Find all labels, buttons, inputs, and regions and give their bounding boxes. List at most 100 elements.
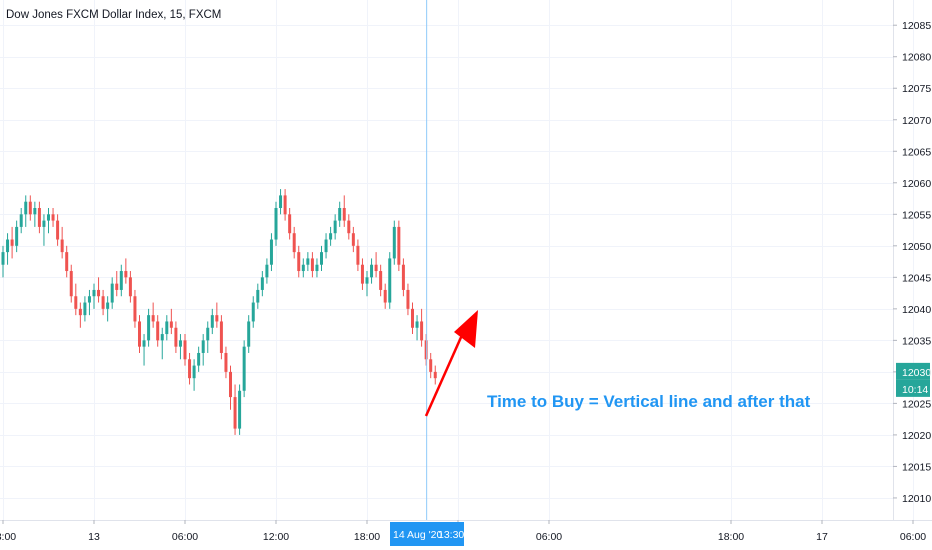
bar-countdown: 10:14 <box>902 384 928 396</box>
candle-80 <box>365 271 369 297</box>
price-axis[interactable]: 12010 12015 12020 12025 12030 12035 12040 12045… <box>893 20 931 505</box>
candle-75 <box>342 195 346 227</box>
candle-8 <box>37 201 41 234</box>
candle-54 <box>247 315 251 353</box>
last-price-badge: 12030 10:14 <box>896 362 931 397</box>
candle-73 <box>333 214 337 240</box>
crosshair-time: 13:30 <box>438 529 464 541</box>
price-tick-label-14: 12080 <box>902 52 931 64</box>
candle-13 <box>60 226 64 259</box>
time-tick-label-9: 06:00 <box>900 531 926 543</box>
time-tick-label-8: 17 <box>816 531 828 543</box>
candle-70 <box>320 245 323 272</box>
candle-15 <box>69 264 73 303</box>
candle-66 <box>301 258 305 278</box>
candle-34 <box>156 315 160 347</box>
candle-50 <box>229 365 232 410</box>
candle-45 <box>206 321 210 353</box>
annotation-text: Time to Buy = Vertical line and after th… <box>487 392 811 411</box>
candle-9 <box>42 214 46 246</box>
candle-10 <box>47 208 50 234</box>
candle-53 <box>242 340 246 398</box>
candle-67 <box>306 252 310 272</box>
candle-12 <box>56 214 60 246</box>
candle-33 <box>151 302 155 328</box>
red-arrow-annotation <box>424 310 478 417</box>
chart-title: Dow Jones FXCM Dollar Index, 15, FXCM <box>6 9 222 21</box>
candle-65 <box>297 245 301 278</box>
candle-46 <box>210 308 214 335</box>
time-tick-label-4: 18:00 <box>354 531 380 543</box>
candle-82 <box>374 252 378 278</box>
candle-38 <box>174 321 178 353</box>
candle-90 <box>411 302 414 335</box>
candle-32 <box>147 308 151 347</box>
arrow-head <box>454 310 478 348</box>
candle-77 <box>351 226 355 253</box>
time-axis[interactable]: 18:001306:0012:0018:001406:0018:001706:0… <box>0 520 932 543</box>
candle-30 <box>138 315 141 353</box>
price-tick-label-9: 12055 <box>902 209 931 221</box>
candle-6 <box>28 195 32 221</box>
candle-60 <box>274 201 278 246</box>
candle-18 <box>83 296 87 322</box>
price-tick-label-8: 12050 <box>902 241 931 253</box>
candle-39 <box>178 334 182 360</box>
candle-56 <box>256 283 260 309</box>
candle-95 <box>433 365 437 385</box>
candle-63 <box>288 208 292 240</box>
candle-88 <box>401 258 405 297</box>
candle-16 <box>74 283 78 316</box>
candle-14 <box>65 245 69 278</box>
candle-20 <box>92 283 96 309</box>
candle-26 <box>119 264 123 297</box>
candles <box>1 189 437 435</box>
candle-48 <box>219 315 223 360</box>
price-tick-label-3: 12025 <box>902 398 931 410</box>
candle-24 <box>110 277 114 309</box>
arrow-shaft <box>424 325 468 417</box>
candle-19 <box>87 289 91 316</box>
candle-55 <box>251 296 255 328</box>
candle-81 <box>370 258 374 284</box>
candle-64 <box>292 226 296 259</box>
candle-7 <box>33 201 37 227</box>
candle-40 <box>183 334 187 366</box>
candle-49 <box>224 346 228 379</box>
grid <box>0 0 914 520</box>
candle-68 <box>310 252 314 278</box>
candle-51 <box>233 384 237 435</box>
candle-5 <box>24 195 28 227</box>
candle-35 <box>160 327 164 360</box>
candle-79 <box>360 258 364 290</box>
candle-62 <box>283 189 287 221</box>
price-tick-label-5: 12035 <box>902 335 931 347</box>
candle-85 <box>388 252 392 309</box>
candle-0 <box>1 245 5 278</box>
candle-76 <box>347 214 351 240</box>
candle-74 <box>338 201 342 227</box>
time-tick-label-6: 06:00 <box>536 531 562 543</box>
candle-69 <box>315 258 319 278</box>
candle-87 <box>397 220 401 272</box>
candle-86 <box>392 220 396 265</box>
candle-44 <box>201 334 205 366</box>
candle-83 <box>379 264 383 297</box>
candle-41 <box>188 352 192 385</box>
price-tick-label-10: 12060 <box>902 178 931 190</box>
candle-27 <box>124 258 128 284</box>
candle-4 <box>19 208 23 234</box>
candle-59 <box>269 233 273 272</box>
last-price-value: 12030 <box>902 367 931 379</box>
candle-61 <box>279 189 283 215</box>
price-tick-label-7: 12045 <box>902 272 931 284</box>
candle-57 <box>260 271 264 297</box>
crosshair-date: 14 Aug '20 <box>393 529 442 541</box>
time-tick-label-7: 18:00 <box>718 531 744 543</box>
candle-91 <box>415 315 419 341</box>
price-tick-label-13: 12075 <box>902 83 931 95</box>
candle-43 <box>197 346 201 372</box>
candle-3 <box>15 220 19 253</box>
